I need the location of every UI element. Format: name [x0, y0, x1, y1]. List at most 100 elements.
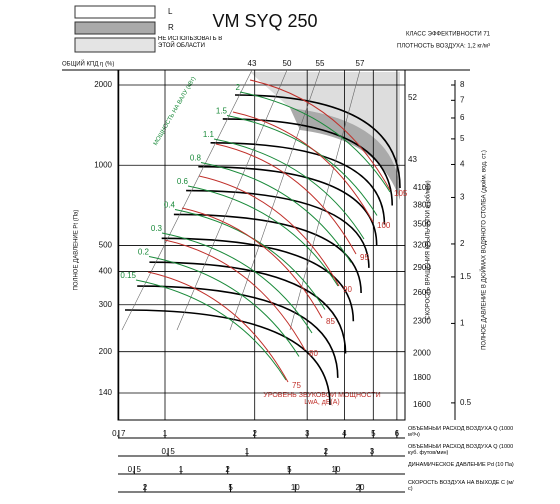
- sound-line: [215, 143, 357, 255]
- row-tick: 0, 7: [112, 429, 126, 438]
- sound-tick: 100: [377, 221, 391, 230]
- sound-line: [181, 207, 323, 319]
- fan-curve: [173, 213, 362, 294]
- power-line: [239, 91, 391, 193]
- sound-tick: 85: [326, 317, 335, 326]
- sound-label: УРОВЕНЬ ЗВУКОВОЙ МОЩНОСТИ LwA, дБ(А): [263, 392, 380, 406]
- fan-curve: [161, 237, 355, 322]
- pressure-tick: 300: [99, 300, 113, 309]
- row-label: СКОРОСТЬ ВОЗДУХА НА ВЫХОДЕ С (м/с): [408, 480, 514, 492]
- efficiency-tick: 43: [408, 155, 417, 164]
- row-tick: 10: [332, 465, 341, 474]
- row-tick: 0, 5: [128, 465, 142, 474]
- fan-curve: [137, 285, 339, 378]
- pressure-tick: 140: [99, 388, 113, 397]
- power-label: МОЩНОСТЬ НА ВАЛУ (кВт): [153, 76, 197, 147]
- pressure-tick: 2000: [94, 80, 112, 89]
- inch-label: ПОЛНОЕ ДАВЛЕНИЕ В ДЮЙМАХ ВОДЯНОГО СТОЛБА…: [480, 150, 488, 350]
- fan-curve: [234, 94, 401, 189]
- row-text: ДИНАМИЧЕСКОЕ ДАВЛЕНИЕ Pd (10 Па): [408, 462, 514, 468]
- inch-tick: 3: [460, 193, 465, 202]
- row-tick: 6: [395, 429, 400, 438]
- power-line: [213, 138, 365, 240]
- legend-box: [74, 37, 156, 53]
- power-tick: 0.2: [138, 248, 150, 257]
- inch-tick: 8: [460, 80, 465, 89]
- inch-tick: 1: [460, 319, 465, 328]
- efficiency-label: ОБЩИЙ КПД η (%): [62, 60, 114, 68]
- efficiency-tick: 55: [316, 59, 325, 68]
- row-label: ОБЪЕМНЫЙ РАСХОД ВОЗДУХА Q (1000 м³/ч): [408, 426, 514, 438]
- row-tick: 2: [225, 465, 230, 474]
- rpm-label: СКОРОСТЬ ВРАЩЕНИЯ КРЫЛЬЧАТКИ n (об/мин): [426, 180, 432, 319]
- fan-curve: [210, 141, 386, 225]
- fan-curve: [124, 309, 331, 406]
- pressure-tick: 200: [99, 347, 113, 356]
- row-tick: 1: [163, 429, 168, 438]
- row-tick: 2: [143, 483, 148, 492]
- pressure-tick: 1000: [94, 160, 112, 169]
- row-tick: 3: [305, 429, 310, 438]
- no-use-area: [250, 72, 400, 190]
- efficiency-line: [229, 69, 321, 331]
- row-text: ОБЪЕМНЫЙ РАСХОД ВОЗДУХА Q (1000 м³/ч): [408, 426, 514, 438]
- rpm-tick: 3500: [413, 220, 431, 229]
- inch-tick: 7: [460, 95, 465, 104]
- power-line: [174, 209, 326, 310]
- power-line: [200, 162, 352, 263]
- efficiency-tick: 43: [248, 59, 257, 68]
- sound-line: [147, 271, 289, 383]
- sound-line: [198, 175, 340, 287]
- row-tick: 5: [228, 483, 233, 492]
- row-tick: 2: [324, 447, 329, 456]
- power-tick: 2: [236, 83, 241, 92]
- row-label: ДИНАМИЧЕСКОЕ ДАВЛЕНИЕ Pd (10 Па): [408, 462, 514, 468]
- row-tick: 1: [179, 465, 184, 474]
- plot-frame: [117, 69, 406, 421]
- efficiency-line: [121, 69, 253, 331]
- sound-tick: 95: [360, 253, 369, 262]
- rpm-tick: 4100: [413, 183, 431, 192]
- power-line: [161, 232, 313, 334]
- rpm-tick: 2000: [413, 349, 431, 358]
- efficiency-line: [176, 69, 288, 331]
- power-line: [187, 185, 339, 287]
- fan-curve: [198, 165, 378, 246]
- power-line: [148, 256, 300, 357]
- efficiency-tick: 50: [283, 59, 292, 68]
- rpm-tick: 2600: [413, 288, 431, 297]
- power-tick: 0.8: [190, 154, 202, 163]
- row-text: ОБЪЕМНЫЙ РАСХОД ВОЗДУХА Q (1000 куб. фут…: [408, 444, 514, 456]
- pressure-tick: 400: [99, 267, 113, 276]
- sound-tick: 80: [309, 349, 318, 358]
- inch-tick: 1.5: [460, 272, 472, 281]
- sound-line: [232, 111, 374, 223]
- row-text: СКОРОСТЬ ВОЗДУХА НА ВЫХОДЕ С (м/с): [408, 480, 514, 492]
- rpm-tick: 2300: [413, 316, 431, 325]
- rpm-tick: 1800: [413, 373, 431, 382]
- sound-line: [164, 239, 306, 351]
- rpm-tick: 3200: [413, 240, 431, 249]
- sound-tick: 105: [394, 189, 408, 198]
- row-label: ОБЪЕМНЫЙ РАСХОД ВОЗДУХА Q (1000 куб. фут…: [408, 444, 514, 456]
- inch-tick: 2: [460, 239, 465, 248]
- efficiency-tick: 52: [408, 93, 417, 102]
- legend-label: R: [168, 23, 174, 32]
- fan-curve: [186, 189, 370, 268]
- power-tick: 1.1: [203, 130, 215, 139]
- rpm-tick: 3800: [413, 201, 431, 210]
- rpm-tick: 1600: [413, 400, 431, 409]
- row-tick: 1: [245, 447, 250, 456]
- efficiency-tick: 57: [356, 59, 365, 68]
- power-line: [135, 279, 287, 381]
- inch-tick: 5: [460, 134, 465, 143]
- sound-line: [249, 79, 391, 191]
- fan-curve: [222, 118, 394, 206]
- rpm-tick: 2900: [413, 263, 431, 272]
- row-tick: 5: [287, 465, 292, 474]
- fan-curve: [149, 261, 347, 354]
- legend-box: [74, 5, 156, 19]
- pressure-label: ПОЛНОЕ ДАВЛЕНИЕ Pt (Па): [74, 210, 80, 291]
- row-tick: 5: [371, 429, 376, 438]
